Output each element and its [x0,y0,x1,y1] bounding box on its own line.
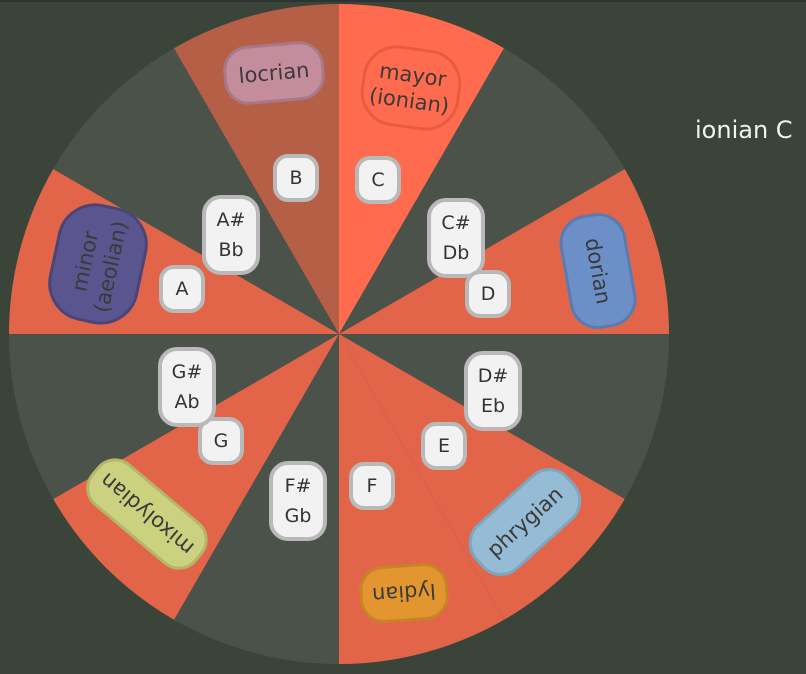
note-label: Bb [218,239,243,261]
note-button-shape [427,198,485,278]
mode-label: lydian [371,579,436,607]
note-button-shape [465,270,511,318]
note-button-g-sharp[interactable]: G# Ab [158,347,216,427]
top-border [0,0,806,2]
mode-locrian[interactable]: locrian [223,41,326,105]
note-buttons: C C# Db D D# Eb E F F# Gb G G# Ab A A# Bb B [158,154,522,541]
note-button-d[interactable]: D [465,270,511,318]
note-label: C# [441,212,470,234]
mode-badges: mayor(ionian)dorianphrygianlydianmixolyd… [43,41,639,623]
note-label: C [371,169,384,191]
note-button-shape [421,422,467,470]
note-button-shape [349,462,395,510]
note-label: F [367,475,378,497]
note-label: G [214,430,229,452]
note-button-shape [273,154,319,202]
note-label: Ab [174,391,199,413]
mode-badge-shape [559,213,637,329]
note-button-c-sharp[interactable]: C# Db [427,198,485,278]
note-button-g[interactable]: G [198,417,244,465]
note-label: A# [217,209,246,231]
mode-aeolian[interactable]: minor(aeolian) [43,198,153,330]
note-label: Gb [285,505,312,527]
wheel-segments [9,4,669,664]
note-button-a-sharp[interactable]: A# Bb [202,195,260,275]
note-button-shape [159,265,205,313]
note-button-shape [158,347,216,427]
note-button-shape [269,461,327,541]
note-button-e[interactable]: E [421,422,467,470]
note-label: Eb [481,395,505,417]
note-label: F# [285,475,312,497]
mode-ionian[interactable]: mayor(ionian) [358,43,464,134]
note-button-a[interactable]: A [159,265,205,313]
note-button-shape [355,156,401,204]
note-label: A [176,278,189,300]
note-button-b[interactable]: B [273,154,319,202]
segment-a-sharp[interactable] [53,48,340,335]
note-button-d-sharp[interactable]: D# Eb [464,351,522,431]
mode-lydian[interactable]: lydian [359,563,449,623]
note-label: G# [172,361,203,383]
note-label: Db [443,242,470,264]
mode-title: ionian C [695,116,793,144]
segment-e[interactable] [339,334,625,620]
note-button-shape [464,351,522,431]
note-label: D# [478,365,509,387]
note-label: D [481,283,496,305]
segment-g[interactable] [53,334,340,620]
note-button-c[interactable]: C [355,156,401,204]
note-button-shape [198,417,244,465]
note-label: B [289,167,302,189]
segment-f-sharp[interactable] [174,334,339,664]
note-button-shape [202,195,260,275]
mode-dorian[interactable]: dorian [557,210,639,331]
note-button-f[interactable]: F [349,462,395,510]
mode-badge-shape [223,41,325,105]
mode-badge-shape [360,45,462,131]
segment-c-sharp[interactable] [339,48,625,335]
mode-badge-shape [86,458,208,570]
mode-badge-shape [359,563,449,623]
mode-badge-shape [48,203,148,325]
note-button-f-sharp[interactable]: F# Gb [269,461,327,541]
mode-badge-shape [468,468,582,576]
note-label: E [438,435,450,457]
